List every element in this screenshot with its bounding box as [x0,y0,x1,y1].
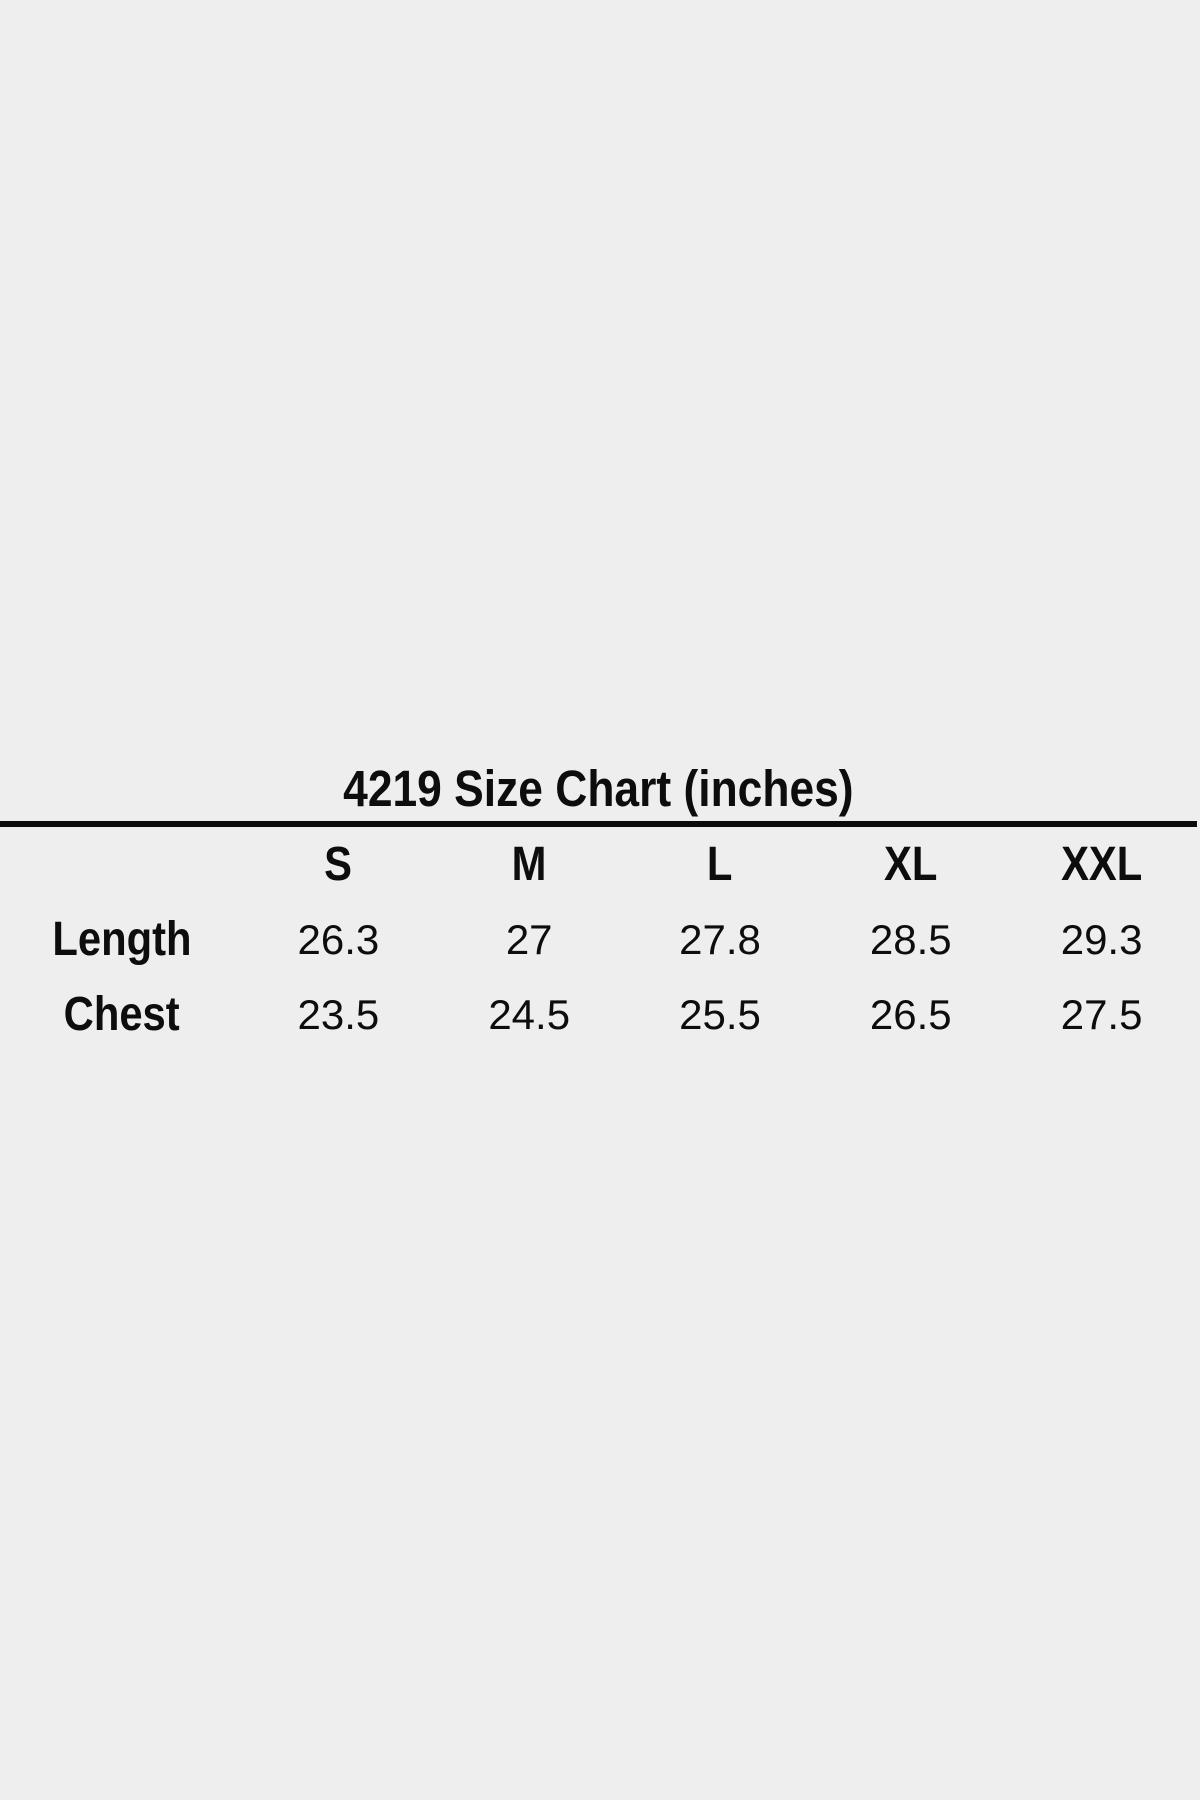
size-chart: 4219 Size Chart (inches) S M L XL XXL Length… [0,0,1197,1052]
cell-length-l: 27.8 [679,915,761,963]
cell-length-xl: 28.5 [869,915,952,963]
column-header-label: XXL [1060,838,1143,891]
cell-length-xxl: 29.3 [1060,915,1143,963]
column-header-label: M [511,838,547,891]
row-label-text: Chest [63,988,180,1041]
cell-chest-l: 25.5 [679,990,761,1038]
size-chart-title: 4219 Size Chart (inches) [0,0,1197,821]
column-header-label: L [707,838,733,891]
header-row: S M L XL XXL [0,827,1197,902]
row-label-chest: Chest [0,977,243,1052]
column-header-s: S [243,827,434,902]
table-row-chest: Chest 23.5 24.5 25.5 26.5 27.5 [0,977,1197,1052]
column-header-m: M [434,827,625,902]
cell-chest-s: 23.5 [297,990,380,1038]
cell-chest-xxl: 27.5 [1060,990,1143,1038]
column-header-xl: XL [815,827,1006,902]
cell-chest-xl: 26.5 [869,990,952,1038]
row-label-length: Length [0,902,243,977]
size-chart-title-text: 4219 Size Chart (inches) [343,760,854,817]
cell-length-s: 26.3 [297,915,380,963]
column-header-label: XL [884,838,938,891]
column-header-xxl: XXL [1006,827,1197,902]
column-header-label: S [324,838,353,891]
corner-cell [0,827,243,902]
column-header-l: L [625,827,816,902]
row-label-text: Length [51,913,192,966]
title-divider [0,821,1197,827]
table-row-length: Length 26.3 27 27.8 28.5 29.3 [0,902,1197,977]
table-body: Length 26.3 27 27.8 28.5 29.3 Chest 23.5 24.5 25.… [0,902,1197,1052]
size-table: S M L XL XXL Length 26.3 27 27.8 28.5 29.3 Chest 23… [0,827,1197,1052]
cell-chest-m: 24.5 [488,990,571,1038]
cell-length-m: 27 [505,915,553,963]
